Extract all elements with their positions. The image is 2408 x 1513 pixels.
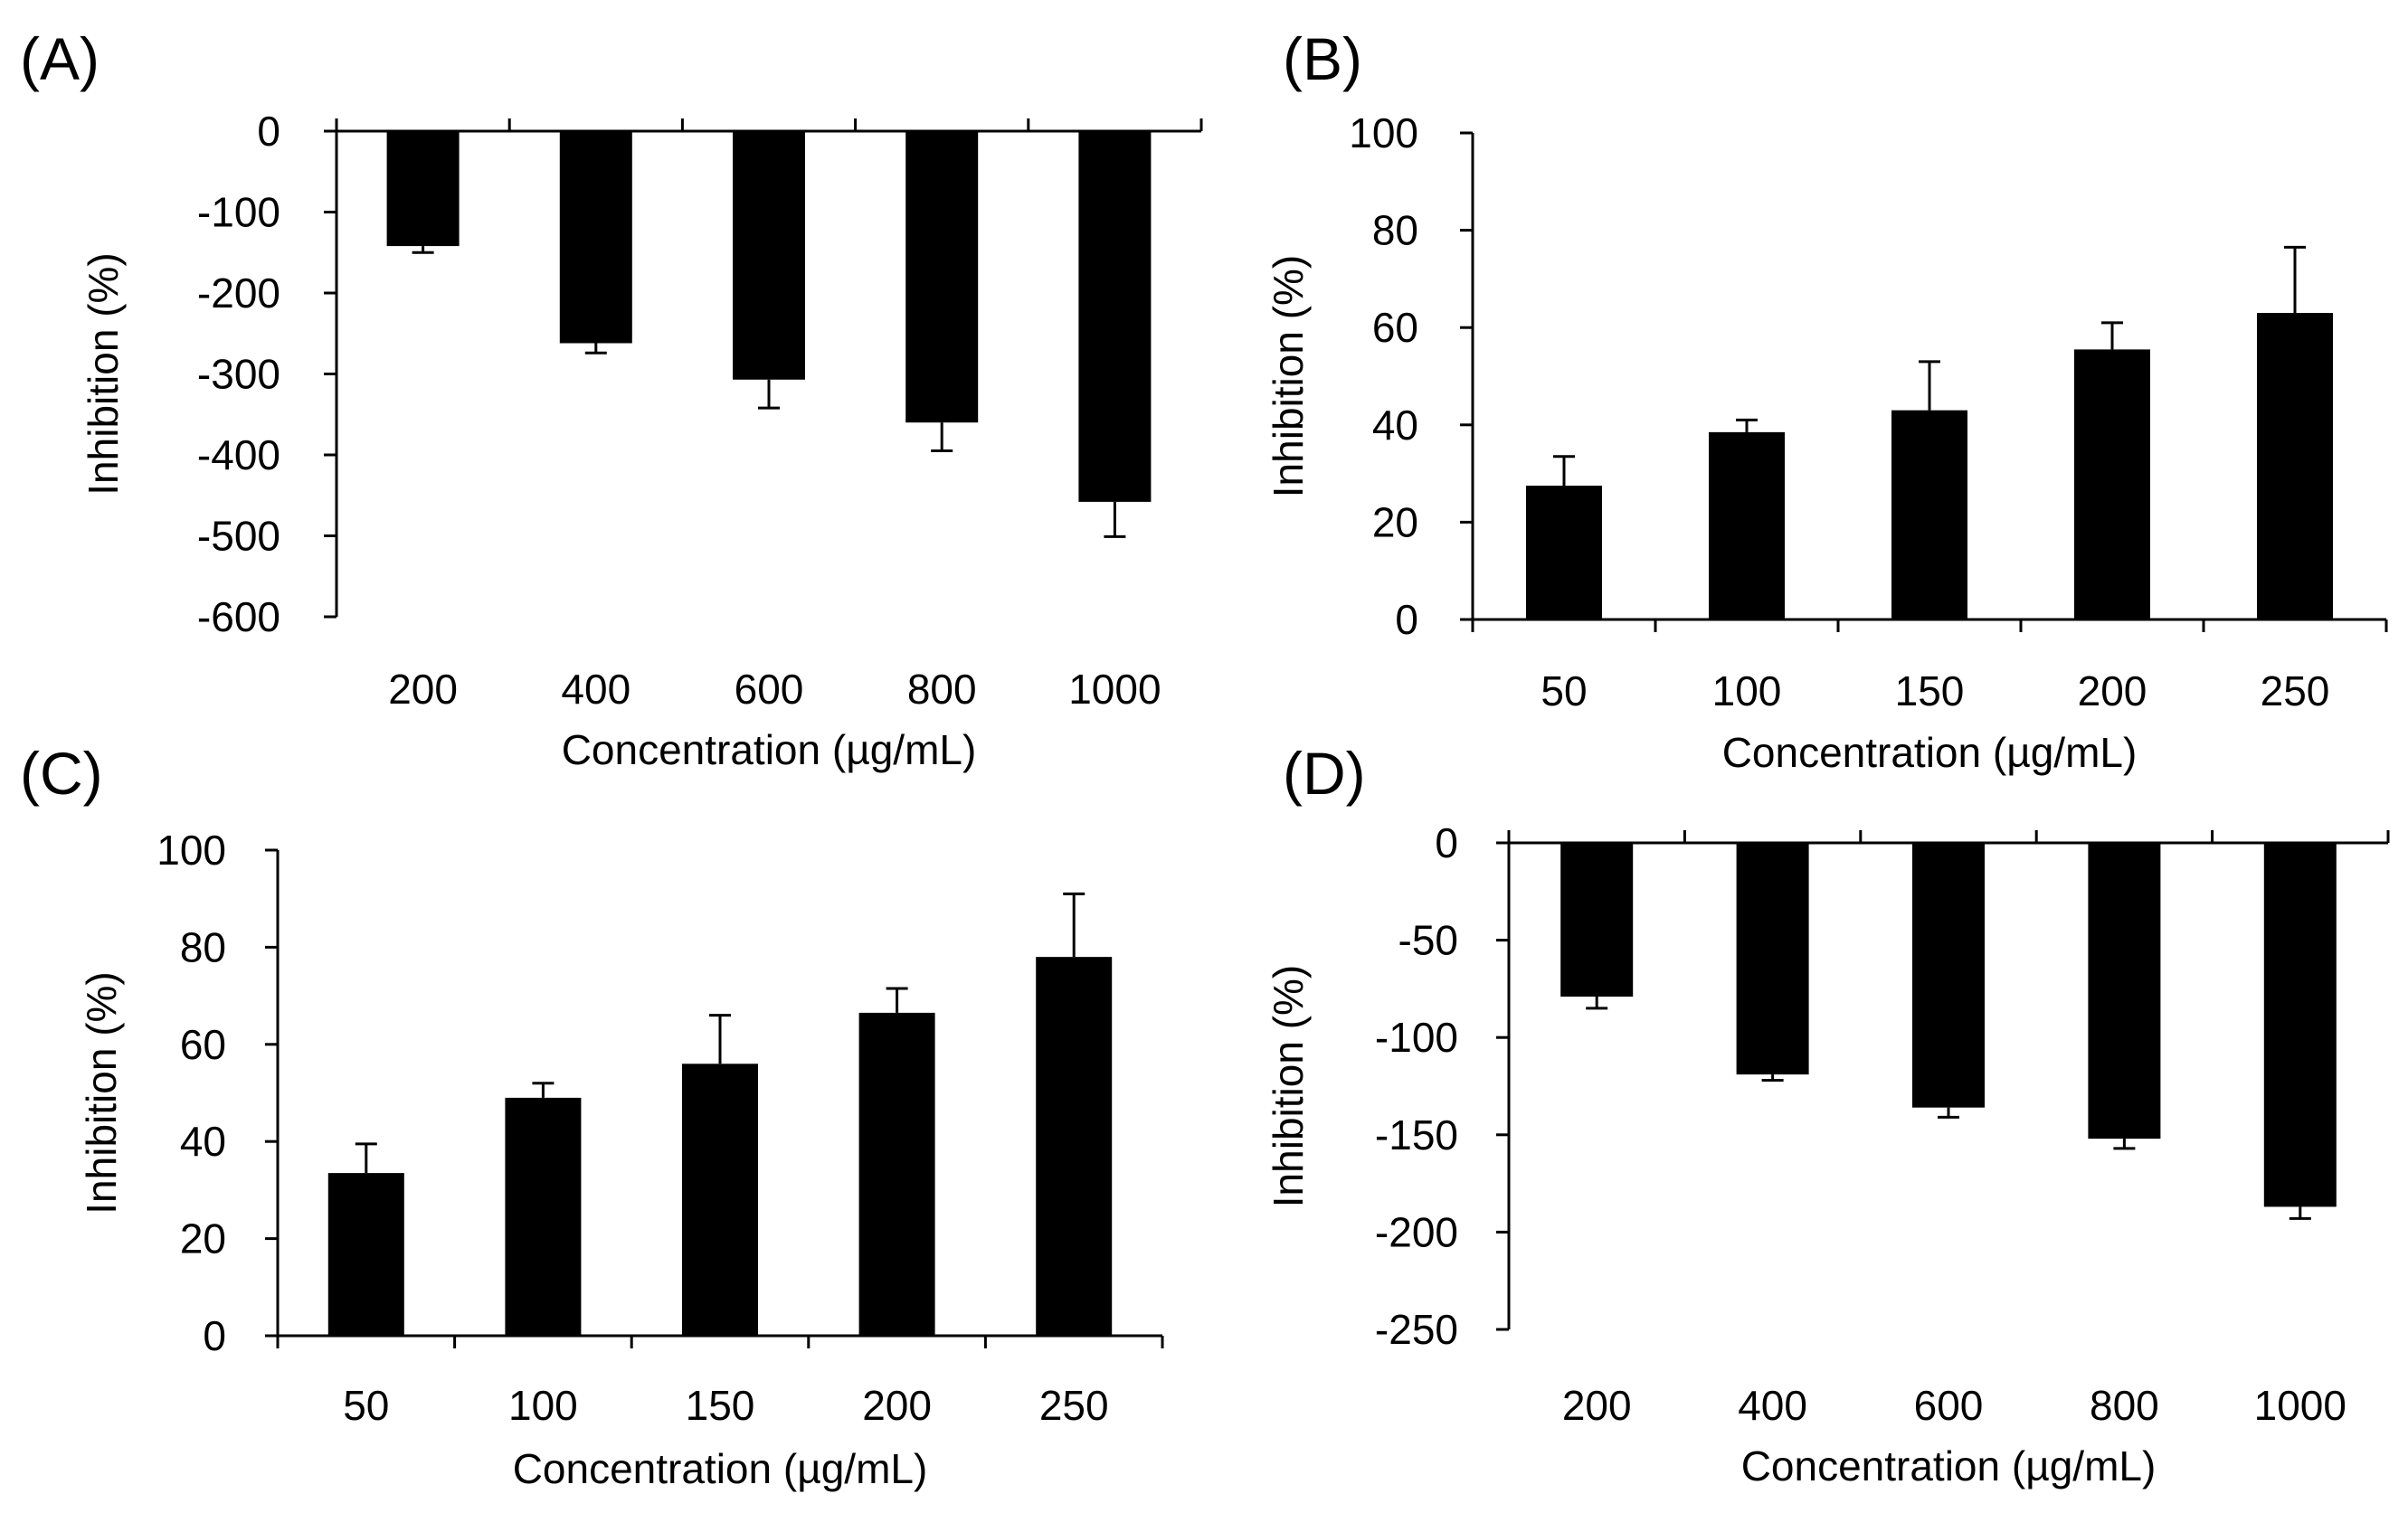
x-tick-label: 1000 [2254,1382,2346,1429]
y-tick-label: 20 [180,1215,226,1262]
x-axis-title: Concentration (µg/mL) [513,1445,928,1492]
x-tick-label: 400 [561,666,630,713]
x-tick-label: 250 [1039,1382,1109,1429]
bar [1912,843,1985,1108]
x-tick-label: 200 [862,1382,932,1429]
y-tick-label: -50 [1398,917,1458,964]
y-tick-label: -500 [197,513,280,560]
y-tick-label: 0 [203,1312,226,1359]
chart-panel-1: (A) 0 -100 -200 -300 -400 -500 -600 200 400 600 800… [20,25,1203,773]
chart-panel-4: (D) 0 -50 -100 -150 -200 -250 200 400 600 800 1000 C… [1265,740,2390,1489]
panel-label: (D) [1283,740,1366,807]
y-tick-label: 0 [1395,596,1418,643]
bar [2257,313,2333,619]
x-axis-title: Concentration (µg/mL) [1741,1442,2157,1489]
bar [905,131,979,423]
x-tick-label: 150 [1895,667,1965,714]
y-axis-title: Inhibition (%) [1265,965,1312,1207]
x-tick-label: 250 [2261,667,2330,714]
y-tick-label: 60 [1372,304,1418,351]
bar [327,1173,404,1336]
y-tick-label: 100 [1349,109,1418,156]
x-tick-label: 100 [508,1382,578,1429]
y-tick-label: 60 [180,1021,226,1068]
y-tick-label: 0 [1435,819,1458,866]
y-tick-label: 80 [1372,207,1418,254]
y-tick-label: 40 [1372,402,1418,449]
bar [2074,349,2150,619]
y-tick-label: -100 [1375,1014,1458,1061]
bar [858,1012,935,1336]
bar [2088,843,2161,1139]
x-tick-label: 150 [686,1382,755,1429]
bar [1078,131,1152,502]
y-axis-title: Inhibition (%) [1265,255,1312,497]
bar [505,1097,582,1336]
bar [733,131,805,380]
bar [1709,431,1785,619]
x-tick-label: 200 [388,666,458,713]
panel-label: (C) [20,740,103,807]
bar [1736,843,1809,1075]
x-tick-label: 800 [907,666,977,713]
bar [559,131,632,344]
bar [1891,410,1967,619]
x-tick-label: 50 [343,1382,389,1429]
y-axis-title: Inhibition (%) [80,252,127,495]
bar [1526,486,1602,619]
y-tick-label: -250 [1375,1306,1458,1353]
y-tick-label: -150 [1375,1111,1458,1158]
x-axis-title: Concentration (µg/mL) [562,726,977,773]
y-tick-label: 40 [180,1118,226,1165]
y-tick-label: -200 [1375,1208,1458,1255]
y-tick-label: 0 [257,108,280,155]
panel-label: (A) [20,25,100,92]
y-axis-title: Inhibition (%) [78,971,125,1214]
x-tick-label: 800 [2090,1382,2159,1429]
bar [386,131,460,247]
y-tick-label: -200 [197,270,280,317]
bar [682,1064,758,1336]
x-tick-label: 200 [2078,667,2147,714]
x-tick-label: 1000 [1068,666,1161,713]
y-tick-label: -300 [197,351,280,398]
panel-label: (B) [1283,25,1362,92]
x-axis-title: Concentration (µg/mL) [1722,729,2138,776]
x-tick-label: 600 [735,666,804,713]
y-tick-label: 80 [180,923,226,970]
y-tick-label: -600 [197,593,280,640]
x-tick-label: 200 [1562,1382,1632,1429]
y-tick-label: -100 [197,189,280,236]
bar [1036,957,1113,1336]
x-tick-label: 100 [1712,667,1782,714]
y-tick-label: 100 [156,827,226,874]
x-tick-label: 600 [1914,1382,1984,1429]
x-tick-label: 400 [1738,1382,1807,1429]
x-tick-label: 50 [1541,667,1587,714]
y-tick-label: 20 [1372,498,1418,545]
bar [2263,843,2337,1207]
bar [1560,843,1634,998]
y-tick-label: -400 [197,431,280,478]
